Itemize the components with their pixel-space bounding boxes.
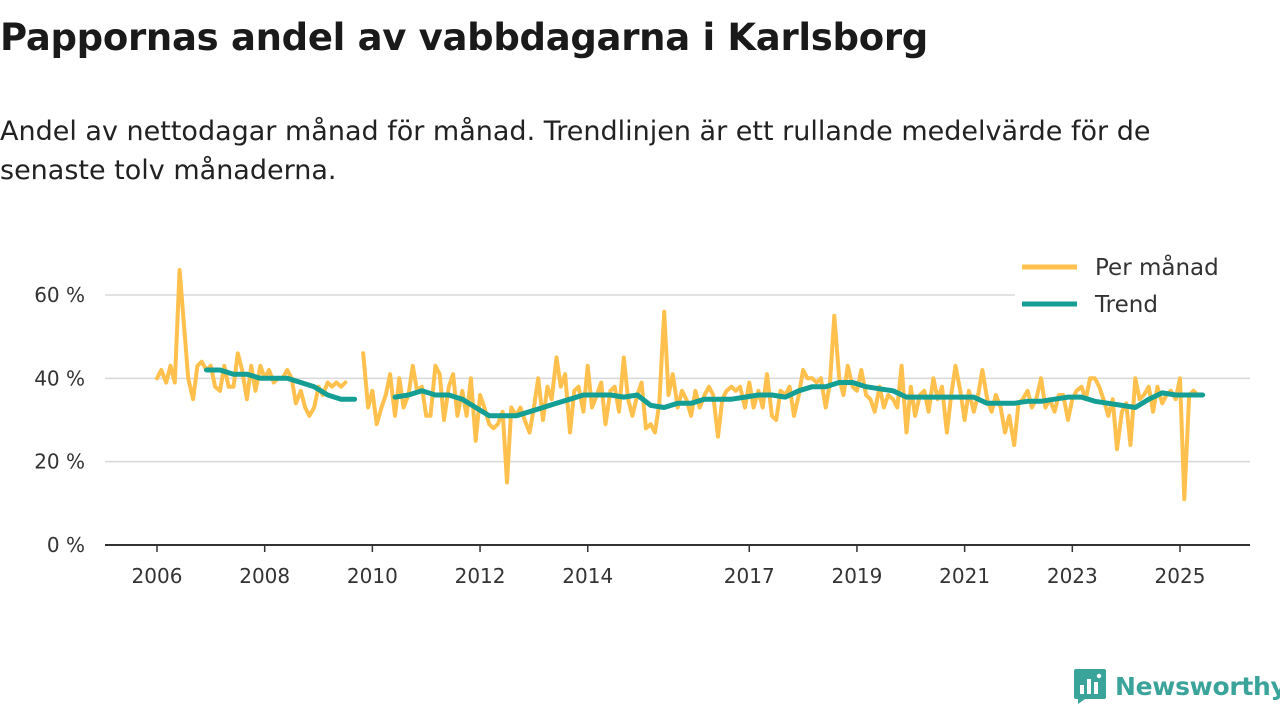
y-tick-label: 0 % bbox=[47, 533, 85, 557]
brand-name: Newsworthy bbox=[1115, 671, 1280, 701]
x-tick-label: 2008 bbox=[239, 564, 290, 588]
y-tick-label: 60 % bbox=[34, 283, 85, 307]
legend-label-trend: Trend bbox=[1094, 292, 1158, 318]
y-tick-label: 20 % bbox=[34, 450, 85, 474]
monthly-line-segment-2 bbox=[361, 309, 1200, 502]
x-tick-label: 2010 bbox=[347, 564, 398, 588]
x-tick-label: 2006 bbox=[132, 564, 183, 588]
x-axis: 2006 2008 2010 2012 2014 2017 2019 2021 2023 2025 bbox=[105, 544, 1250, 588]
newsworthy-logo-icon bbox=[1074, 669, 1106, 704]
legend-background bbox=[1015, 250, 1250, 326]
brand-logo: Newsworthy bbox=[1073, 666, 1280, 706]
y-axis-ticks: 0 % 20 % 40 % 60 % bbox=[34, 283, 85, 557]
x-tick-label: 2025 bbox=[1155, 564, 1206, 588]
chart-title: Pappornas andel av vabbdagarna i Karlsbo… bbox=[0, 16, 928, 59]
y-tick-label: 40 % bbox=[34, 366, 85, 390]
x-tick-label: 2012 bbox=[455, 564, 506, 588]
x-tick-label: 2023 bbox=[1047, 564, 1098, 588]
trend-line-segment-2 bbox=[392, 380, 1206, 419]
legend: Per månad Trend bbox=[1015, 250, 1250, 326]
x-tick-label: 2014 bbox=[562, 564, 613, 588]
chart-subtitle: Andel av nettodagar månad för månad. Tre… bbox=[0, 116, 1151, 186]
legend-label-monthly: Per månad bbox=[1095, 253, 1219, 281]
x-tick-label: 2017 bbox=[724, 564, 775, 588]
x-tick-label: 2019 bbox=[831, 564, 882, 588]
trend-line-segment-1 bbox=[204, 367, 358, 402]
monthly-line-segment-1 bbox=[155, 268, 348, 418]
x-tick-label: 2021 bbox=[939, 564, 990, 588]
series-lines bbox=[155, 268, 1206, 502]
